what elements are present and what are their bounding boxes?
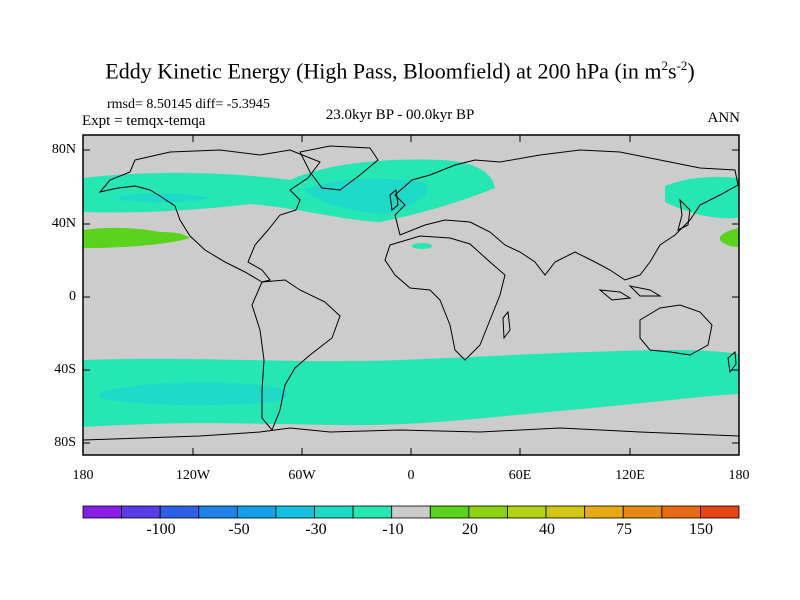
- shading-south-band: [83, 350, 739, 427]
- colorbar-label: -50: [228, 521, 250, 538]
- colorbar-box: [352, 505, 393, 519]
- colorbar-box: [622, 505, 663, 519]
- lon-label-120e: 120E: [615, 468, 645, 483]
- colorbar-box: [121, 505, 161, 519]
- map-title: Eddy Kinetic Energy (High Pass, Bloomfie…: [105, 58, 695, 84]
- period-label: 23.0kyr BP - 00.0kyr BP: [325, 107, 475, 123]
- colorbar-box: [198, 505, 238, 519]
- stats-text: rmsd= 8.50145 diff= -5.3945: [107, 97, 270, 112]
- colorbar-label: 20: [462, 521, 478, 538]
- colorbar-label: -10: [382, 521, 404, 538]
- colorbar-box: [275, 505, 315, 519]
- lon-ticks: [192, 135, 631, 455]
- coastlines: [82, 145, 740, 441]
- colorbar-box: [468, 505, 508, 519]
- shading-north-core-west: [120, 193, 210, 203]
- lon-label-60e: 60E: [508, 468, 532, 483]
- colorbar-box: [661, 505, 701, 519]
- colorbar-box: [159, 505, 200, 519]
- colorbar: [82, 505, 740, 519]
- colorbar-box: [429, 505, 470, 519]
- lat-label-0: 0: [69, 289, 76, 304]
- colorbar-box: [82, 505, 122, 519]
- colorbar-box: [507, 505, 547, 519]
- shading-north-band-east: [665, 176, 739, 219]
- lon-label-60w: 60W: [288, 468, 316, 483]
- lat-ticks: [83, 149, 739, 444]
- shading-south-core: [100, 382, 289, 406]
- colorbar-box: [545, 505, 586, 519]
- colorbar-label: -100: [146, 521, 176, 538]
- lat-label-80n: 80N: [51, 142, 76, 157]
- lon-label-0: 0: [407, 468, 415, 483]
- lon-label-120w: 120W: [175, 468, 211, 483]
- colorbar-box: [391, 505, 431, 519]
- season-label: ANN: [707, 110, 741, 126]
- colorbar-box: [700, 505, 740, 519]
- colorbar-label: -30: [305, 521, 327, 538]
- shading-positive-west: [83, 227, 190, 248]
- shading-small-patch: [412, 243, 432, 249]
- shading-positive-east: [719, 228, 739, 247]
- lon-label-180e: 180: [728, 468, 750, 483]
- lat-label-80s: 80S: [54, 435, 76, 450]
- lon-label-180w: 180: [72, 468, 94, 483]
- colorbar-box: [236, 505, 277, 519]
- colorbar-box: [314, 505, 354, 519]
- colorbar-label: 150: [689, 521, 713, 538]
- experiment-label: Expt = temqx-temqa: [82, 113, 206, 129]
- colorbar-box: [584, 505, 624, 519]
- lat-label-40n: 40N: [51, 216, 76, 231]
- colorbar-label: 40: [539, 521, 555, 538]
- colorbar-label: 75: [616, 521, 632, 538]
- lat-label-40s: 40S: [54, 362, 76, 377]
